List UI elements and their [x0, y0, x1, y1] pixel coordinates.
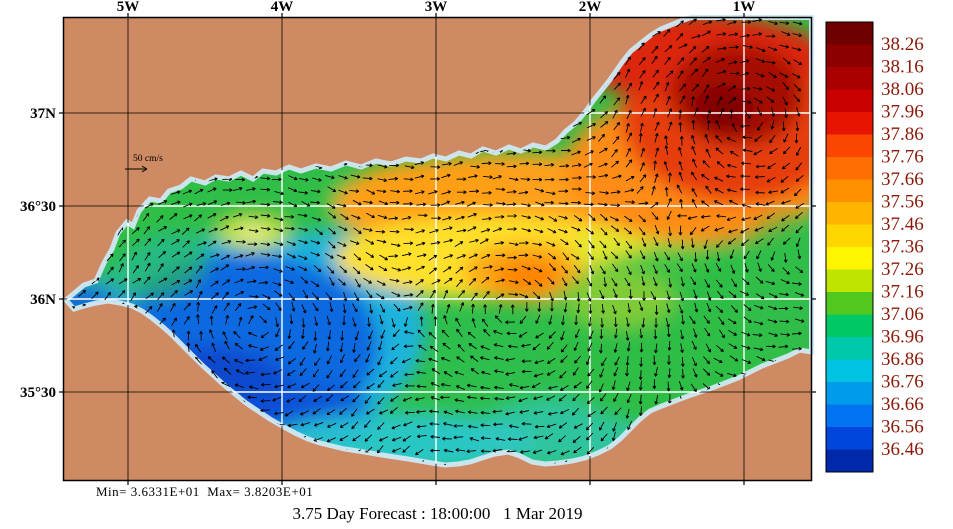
lon-label: 1W	[733, 0, 756, 15]
lon-label: 4W	[271, 0, 294, 15]
colorbar-segment	[826, 449, 873, 473]
colorbar-segment	[826, 179, 873, 203]
colorbar-segment	[826, 314, 873, 338]
colorbar-label: 36.56	[881, 417, 924, 438]
coastline-rim	[62, 15, 814, 468]
colorbar-label: 36.96	[881, 327, 924, 348]
map-frame	[62, 16, 813, 482]
colorbar-segment	[826, 359, 873, 383]
colorbar-segment	[826, 224, 873, 248]
colorbar-segment	[826, 427, 873, 450]
colorbar-label: 37.36	[881, 237, 924, 258]
lat-label: 36N	[30, 292, 56, 308]
colorbar-segment	[826, 22, 873, 45]
sea-region	[66, 17, 812, 465]
colorbar-label: 37.76	[881, 147, 924, 168]
colorbar-label: 37.46	[881, 214, 924, 235]
colorbar-segment	[826, 337, 873, 360]
salinity-field	[66, 17, 812, 465]
colorbar-segment	[826, 134, 873, 158]
reference-arrow-label: 50 cm/s	[133, 154, 163, 164]
colorbar-segment	[826, 157, 873, 180]
colorbar: 38.2638.1638.0637.9637.8637.7637.6637.56…	[825, 21, 924, 473]
colorbar-segment	[826, 382, 873, 405]
colorbar-segment	[826, 404, 873, 428]
colorbar-label: 36.86	[881, 349, 924, 370]
minmax-stats: Min= 3.6331E+01 Max= 3.8203E+01	[96, 484, 314, 499]
lat-label: 37N	[30, 106, 56, 122]
colorbar-label: 37.16	[881, 282, 924, 303]
colorbar-label: 37.26	[881, 259, 924, 280]
axis-ticks	[59, 13, 816, 485]
lon-label: 5W	[117, 0, 140, 15]
caption: 3.75 Day Forecast : 18:00:00 1 Mar 2019	[292, 504, 583, 523]
reference-arrow	[125, 165, 148, 173]
colorbar-label: 38.26	[881, 34, 924, 55]
colorbar-label: 36.46	[881, 439, 924, 460]
colorbar-label: 38.16	[881, 57, 924, 78]
colorbar-label: 36.76	[881, 372, 924, 393]
lat-label: 36°30	[20, 199, 56, 215]
colorbar-segment	[826, 247, 873, 270]
colorbar-label: 37.96	[881, 102, 924, 123]
colorbar-label: 37.06	[881, 304, 924, 325]
colorbar-segment	[826, 292, 873, 315]
lon-label: 3W	[425, 0, 448, 15]
colorbar-segment	[826, 89, 873, 113]
colorbar-segment	[826, 112, 873, 135]
colorbar-label: 36.66	[881, 394, 924, 415]
lat-label: 35°30	[20, 385, 56, 401]
colorbar-label: 37.66	[881, 169, 924, 190]
colorbar-label: 37.86	[881, 124, 924, 145]
colorbar-segment	[826, 67, 873, 90]
lon-label: 2W	[579, 0, 602, 15]
colorbar-segment	[826, 44, 873, 68]
colorbar-label: 37.56	[881, 192, 924, 213]
colorbar-segment	[826, 269, 873, 293]
colorbar-label: 38.06	[881, 79, 924, 100]
colorbar-segment	[826, 202, 873, 225]
